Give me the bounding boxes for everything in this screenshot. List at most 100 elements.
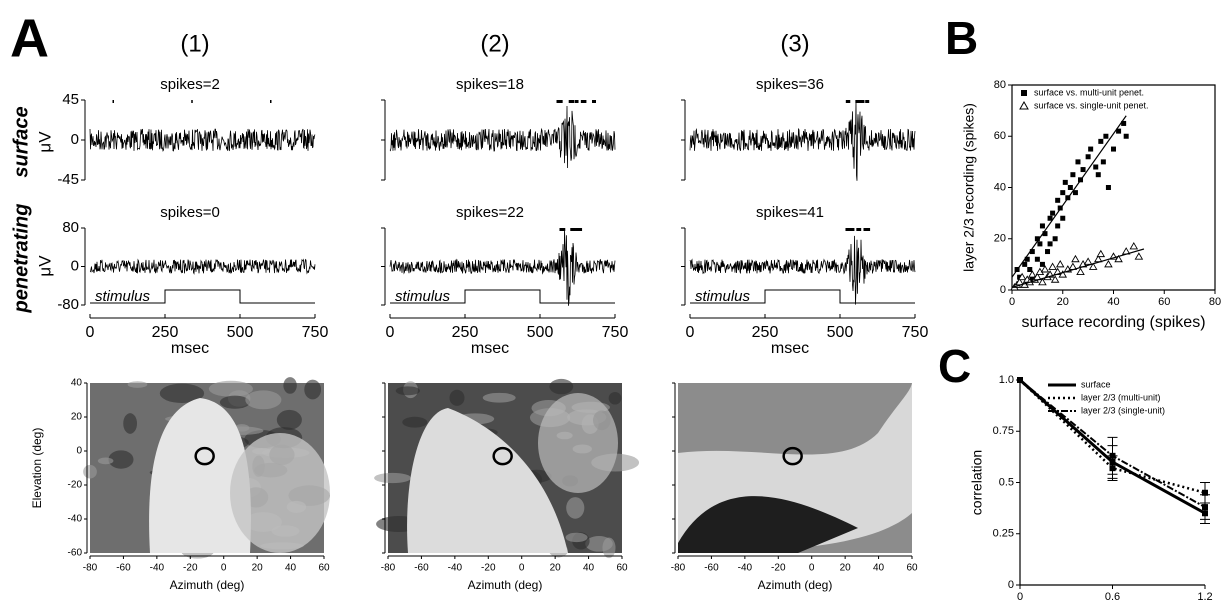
- x-tick-label: 60: [1158, 296, 1170, 308]
- point: [1081, 167, 1086, 172]
- axis-label: msec: [771, 340, 809, 357]
- column-label: (2): [480, 30, 509, 57]
- point: [1063, 180, 1068, 185]
- y-tick-label: 45: [62, 91, 79, 108]
- photo-texture: [277, 410, 302, 430]
- photo-texture: [585, 536, 613, 552]
- point: [1088, 147, 1093, 152]
- x-tick-label: 40: [583, 563, 595, 574]
- photo-texture: [566, 533, 588, 542]
- point: [1055, 223, 1060, 228]
- photo: [83, 377, 330, 559]
- y-tick-label: 0.75: [993, 425, 1014, 437]
- photo-texture: [123, 413, 137, 434]
- x-tick-label: -60: [414, 563, 429, 574]
- x-tick-label: 60: [616, 563, 628, 574]
- fit-line: [1012, 116, 1126, 277]
- x-tick-label: -20: [183, 563, 198, 574]
- unit-label: μV: [35, 131, 54, 153]
- axis-label: correlation: [969, 450, 985, 515]
- x-tick-label: 750: [902, 324, 929, 341]
- x-tick-label: 250: [152, 324, 179, 341]
- point: [1085, 258, 1092, 264]
- spike-tick: [191, 100, 193, 103]
- spike-count: spikes=0: [160, 204, 220, 221]
- y-tick-label: 80: [994, 79, 1006, 91]
- x-tick-label: 750: [302, 324, 329, 341]
- x-tick-label: 40: [873, 563, 885, 574]
- x-tick-label: -60: [116, 563, 131, 574]
- point: [1105, 261, 1112, 267]
- photo-texture: [128, 381, 148, 388]
- point: [1072, 256, 1079, 262]
- figure: A B C surface penetrating μV μV Elevatio…: [0, 0, 1228, 605]
- legend-marker: [1021, 90, 1027, 96]
- y-tick-label: 80: [62, 219, 79, 236]
- spike-tick: [270, 100, 272, 103]
- spike-tick: [575, 228, 579, 231]
- spike-tick: [559, 100, 563, 103]
- spike-tick: [571, 228, 575, 231]
- y-tick-label: -60: [68, 548, 83, 559]
- point: [1106, 185, 1111, 190]
- point: [1093, 165, 1098, 170]
- panel-label: A: [10, 8, 49, 68]
- spike-tick: [113, 100, 115, 103]
- spike-count: spikes=36: [756, 76, 824, 93]
- photo-texture: [304, 380, 321, 400]
- panel-label: C: [938, 340, 971, 392]
- spike-tick: [846, 100, 850, 103]
- y-tick-label: -45: [57, 171, 79, 188]
- x-tick-label: -80: [83, 563, 98, 574]
- point: [1037, 241, 1042, 246]
- y-tick-label: 0: [71, 257, 79, 274]
- point: [1049, 263, 1056, 269]
- y-tick-label: 40: [71, 378, 83, 389]
- spike-tick: [857, 228, 861, 231]
- y-tick-label: 0: [1000, 284, 1006, 296]
- x-tick-label: 0: [809, 563, 815, 574]
- x-tick-label: -60: [704, 563, 719, 574]
- axis-label: Azimuth (deg): [170, 578, 245, 592]
- x-tick-label: 20: [252, 563, 264, 574]
- spike-tick: [845, 228, 849, 231]
- legend-label: surface vs. multi-unit penet.: [1034, 87, 1144, 97]
- photo-texture: [449, 390, 464, 406]
- spike-tick: [855, 100, 859, 103]
- panel-label: B: [945, 12, 978, 64]
- legend-label: surface vs. single-unit penet.: [1034, 100, 1149, 110]
- spike-count: spikes=22: [456, 204, 524, 221]
- spike-tick: [575, 100, 579, 103]
- axis-label: msec: [171, 340, 209, 357]
- spike-tick: [582, 100, 586, 103]
- legend-label: layer 2/3 (multi-unit): [1081, 392, 1161, 402]
- x-tick-label: -80: [381, 563, 396, 574]
- point: [1057, 261, 1064, 267]
- point: [1070, 172, 1075, 177]
- voltage-trace: [690, 101, 915, 181]
- point: [1075, 159, 1080, 164]
- point: [1050, 211, 1055, 216]
- x-tick-label: 40: [285, 563, 297, 574]
- spike-tick: [850, 228, 854, 231]
- point: [1017, 377, 1023, 383]
- x-tick-label: 20: [550, 563, 562, 574]
- point: [1048, 241, 1053, 246]
- y-tick-label: 40: [994, 181, 1006, 193]
- error-bar: [1200, 495, 1210, 520]
- y-tick-label: -40: [68, 514, 83, 525]
- x-tick-label: 20: [840, 563, 852, 574]
- photo-texture: [374, 473, 411, 483]
- photo-texture: [83, 465, 97, 479]
- y-tick-label: 0: [71, 131, 79, 148]
- point: [1097, 251, 1104, 257]
- point: [1045, 249, 1050, 254]
- spike-tick: [570, 100, 574, 103]
- voltage-trace: [90, 260, 315, 274]
- point: [1035, 257, 1040, 262]
- axis-label: Azimuth (deg): [758, 578, 833, 592]
- y-tick-label: 0: [76, 446, 82, 457]
- x-tick-label: 60: [318, 563, 330, 574]
- point: [1060, 190, 1065, 195]
- photo-texture: [98, 458, 114, 465]
